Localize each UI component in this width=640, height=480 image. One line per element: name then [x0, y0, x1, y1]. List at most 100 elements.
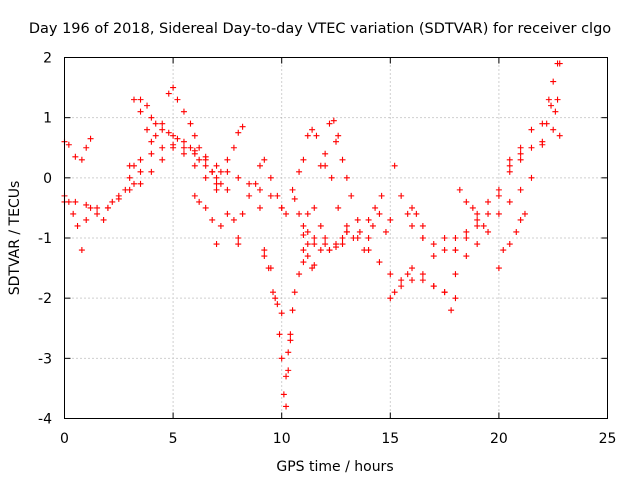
data-point: [209, 168, 216, 175]
data-point: [261, 156, 268, 163]
data-point: [354, 216, 361, 223]
data-point: [369, 222, 376, 229]
data-point: [430, 253, 437, 260]
data-point: [87, 135, 94, 142]
data-point: [365, 216, 372, 223]
data-point: [213, 241, 220, 248]
data-point: [126, 162, 133, 169]
data-point: [404, 271, 411, 278]
data-point: [235, 174, 242, 181]
data-point: [409, 222, 416, 229]
data-point: [274, 192, 281, 199]
data-point: [217, 180, 224, 187]
data-point: [441, 235, 448, 241]
data-point: [239, 123, 246, 130]
data-point: [300, 156, 307, 163]
data-point: [126, 174, 133, 181]
data-point: [304, 241, 311, 248]
data-point: [246, 192, 253, 199]
data-point: [311, 241, 318, 248]
y-tick-label: 1: [43, 111, 52, 127]
y-tick-labels: -4 -3 -2 -1 0 1 2: [38, 51, 52, 428]
data-point: [430, 241, 437, 248]
data-point: [333, 244, 339, 251]
data-point: [100, 216, 107, 223]
data-point: [283, 210, 290, 217]
data-point: [283, 403, 290, 410]
data-point: [354, 235, 361, 241]
data-point: [217, 168, 224, 175]
data-point: [159, 156, 166, 163]
data-point: [285, 349, 292, 356]
data-point: [441, 247, 448, 254]
y-tick-label: -4: [38, 412, 52, 428]
data-point: [213, 162, 220, 169]
data-point: [376, 210, 383, 217]
data-point: [272, 295, 279, 302]
data-point: [309, 265, 316, 272]
data-point: [300, 222, 307, 229]
x-tick-label: 20: [490, 431, 508, 447]
data-point: [495, 192, 502, 199]
data-point: [506, 168, 513, 175]
data-point: [372, 204, 379, 211]
x-tick-label: 25: [599, 431, 617, 447]
data-point: [278, 355, 285, 362]
data-point: [448, 307, 455, 314]
data-point: [246, 180, 253, 187]
data-point: [387, 295, 394, 302]
data-point: [419, 271, 426, 278]
data-point: [235, 241, 242, 248]
data-point: [356, 228, 363, 235]
data-point: [378, 192, 385, 199]
data-point: [419, 235, 426, 241]
data-point: [409, 265, 416, 272]
data-point: [209, 216, 216, 223]
data-point: [144, 126, 151, 133]
data-point: [300, 247, 307, 254]
data-point: [165, 90, 172, 97]
data-point: [287, 337, 294, 344]
x-tick-label: 10: [273, 431, 291, 447]
data-point: [137, 180, 144, 187]
data-point: [474, 222, 481, 229]
data-point: [550, 126, 557, 133]
data-point: [213, 174, 220, 181]
data-point: [83, 216, 90, 223]
data-point: [159, 144, 166, 151]
data-point: [309, 126, 316, 133]
data-point: [463, 228, 470, 235]
data-point: [230, 144, 237, 151]
data-point: [539, 138, 546, 145]
data-point: [463, 198, 470, 205]
data-point: [104, 204, 111, 211]
data-point: [148, 150, 155, 157]
data-point: [322, 241, 329, 248]
data-point: [131, 96, 138, 103]
data-point: [495, 210, 502, 217]
data-point: [235, 129, 242, 136]
x-tick-labels: 0 5 10 15 20 25: [60, 431, 616, 447]
data-point: [180, 138, 187, 145]
data-point: [495, 265, 502, 272]
data-point: [419, 277, 426, 284]
data-point: [261, 253, 268, 260]
x-tick-label: 5: [169, 431, 178, 447]
data-point: [348, 192, 355, 199]
data-point: [74, 222, 81, 229]
data-point: [311, 235, 318, 241]
data-point: [548, 102, 555, 109]
data-point: [144, 102, 151, 109]
data-point: [506, 162, 513, 169]
data-point: [202, 153, 209, 160]
data-point: [517, 144, 524, 151]
data-point: [485, 198, 492, 205]
data-point: [235, 235, 242, 241]
data-point: [326, 120, 333, 127]
data-point: [137, 156, 144, 163]
data-point: [343, 174, 350, 181]
data-point: [137, 168, 144, 175]
data-point: [554, 96, 561, 103]
data-point: [78, 156, 85, 163]
